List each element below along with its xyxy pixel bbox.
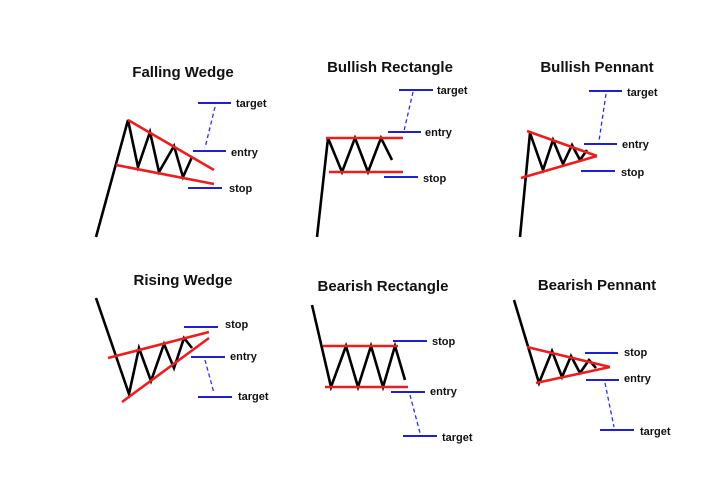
bullish-pennant-title: Bullish Pennant: [540, 59, 653, 76]
rising-wedge-panel: Rising Wedge stop entry target: [94, 272, 269, 404]
rising-wedge-price-line: [94, 297, 194, 399]
rising-wedge-stop-label: stop: [225, 319, 249, 331]
bearish-pennant-lower-trendline: [535, 365, 611, 385]
bullish-rectangle-target-label: target: [437, 85, 468, 97]
falling-wedge-target-label: target: [236, 98, 267, 110]
falling-wedge-upper-trendline: [127, 118, 215, 172]
rising-wedge-title: Rising Wedge: [134, 272, 233, 289]
bearish-pennant-upper-trendline: [526, 345, 611, 369]
bullish-rectangle-title: Bullish Rectangle: [327, 59, 453, 76]
bullish-rectangle-stop-label: stop: [423, 173, 447, 185]
bullish-pennant-entry-label: entry: [622, 139, 650, 151]
falling-wedge-title: Falling Wedge: [132, 64, 233, 81]
rising-wedge-target-label: target: [238, 391, 269, 403]
bearish-pennant-title: Bearish Pennant: [538, 277, 656, 294]
bullish-pennant-target-label: target: [627, 87, 658, 99]
rising-wedge-projection: [204, 359, 215, 394]
bullish-pennant-lower-trendline: [520, 154, 598, 180]
falling-wedge-panel: Falling Wedge target entry stop: [94, 64, 267, 238]
bearish-rectangle-target-label: target: [442, 432, 473, 444]
rising-wedge-lower-trendline: [121, 336, 210, 404]
bullish-pennant-upper-trendline: [526, 129, 598, 158]
bullish-pennant-projection: [598, 93, 607, 142]
bearish-rectangle-entry-label: entry: [430, 386, 458, 398]
bearish-rectangle-panel: Bearish Rectangle stop entry target: [310, 278, 473, 444]
rising-wedge-entry-label: entry: [230, 351, 258, 363]
bullish-rectangle-price-line: [315, 134, 394, 238]
falling-wedge-lower-trendline: [115, 163, 215, 186]
falling-wedge-entry-label: entry: [231, 147, 259, 159]
bullish-pennant-price-line: [518, 132, 589, 238]
falling-wedge-price-line: [94, 119, 194, 238]
bearish-pennant-panel: Bearish Pennant stop entry target: [512, 277, 671, 438]
bearish-pennant-target-label: target: [640, 426, 671, 438]
bullish-pennant-stop-label: stop: [621, 167, 645, 179]
bearish-pennant-price-line: [512, 299, 597, 387]
bullish-pennant-panel: Bullish Pennant target entry stop: [518, 59, 658, 238]
rising-wedge-upper-trendline: [107, 330, 210, 360]
falling-wedge-stop-label: stop: [229, 183, 253, 195]
bearish-pennant-stop-label: stop: [624, 347, 648, 359]
bearish-pennant-projection: [604, 382, 615, 428]
bearish-rectangle-stop-label: stop: [432, 336, 456, 348]
bullish-rectangle-panel: Bullish Rectangle target entry stop: [315, 59, 468, 238]
bearish-rectangle-price-line: [310, 304, 407, 392]
bearish-rectangle-title: Bearish Rectangle: [318, 278, 449, 295]
bullish-rectangle-entry-label: entry: [425, 127, 453, 139]
falling-wedge-projection: [204, 106, 216, 149]
bearish-rectangle-projection: [409, 394, 421, 434]
bearish-pennant-entry-label: entry: [624, 373, 652, 385]
bullish-rectangle-projection: [403, 91, 414, 132]
